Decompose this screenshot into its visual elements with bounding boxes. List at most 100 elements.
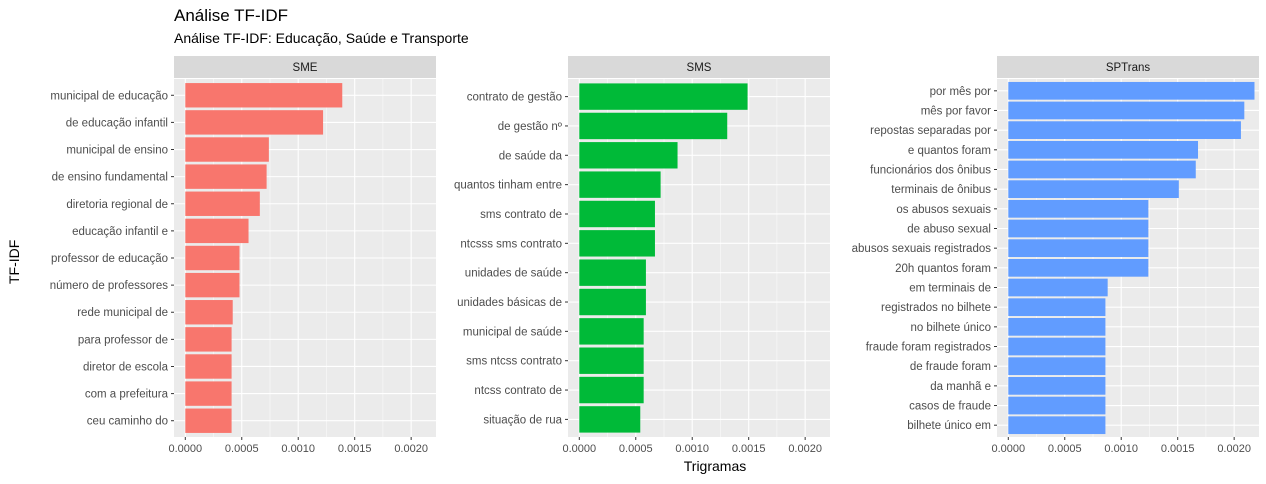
y-tick-label: em terminais de: [909, 283, 991, 295]
y-tick-label: e quantos foram: [908, 145, 991, 157]
x-tick-label: 0.0010: [281, 443, 315, 455]
x-tick-label: 0.0020: [1217, 443, 1251, 455]
y-tick-label: municipal de educação: [50, 90, 168, 102]
y-tick-label: os abusos sexuais: [896, 204, 991, 216]
y-tick-label: funcionários dos ônibus: [870, 164, 991, 176]
bar: [1008, 258, 1149, 277]
bar: [1008, 298, 1106, 317]
y-tick-label: educação infantil e: [72, 226, 168, 238]
facet-strip-label: SME: [293, 62, 318, 74]
x-tick-label: 0.0015: [1161, 443, 1195, 455]
bar: [1008, 337, 1106, 356]
bar: [1008, 180, 1179, 199]
bar: [185, 164, 267, 189]
bar: [1008, 199, 1149, 218]
bar: [579, 318, 644, 345]
bar: [579, 230, 655, 257]
y-tick-label: número de professores: [50, 280, 169, 292]
bar: [1008, 377, 1106, 395]
y-tick-label: no bilhete único: [910, 322, 991, 334]
y-tick-label: da manhã e: [930, 381, 991, 393]
y-tick-label: por mês por: [930, 86, 992, 98]
y-tick-label: ntcss contrato de: [474, 385, 562, 397]
y-tick-label: diretoria regional de: [66, 199, 168, 211]
bar: [1008, 160, 1196, 179]
facet-strip: [174, 56, 436, 78]
bar: [185, 300, 233, 325]
y-tick-label: casos de fraude: [909, 401, 991, 413]
x-tick-label: 0.0015: [732, 443, 766, 455]
x-tick-label: 0.0005: [225, 443, 259, 455]
y-tick-label: diretor de escola: [83, 361, 169, 373]
y-tick-label: unidades de saúde: [465, 268, 562, 280]
x-tick-label: 0.0010: [675, 443, 709, 455]
bar: [1008, 121, 1241, 139]
bar: [1008, 317, 1106, 336]
bar: [579, 347, 644, 374]
y-tick-label: mês por favor: [921, 105, 991, 117]
bar: [1008, 140, 1199, 159]
bar: [185, 191, 260, 216]
bar: [579, 376, 644, 404]
x-tick-label: 0.0000: [168, 443, 202, 455]
chart-title: Análise TF-IDF: [174, 6, 288, 25]
y-tick-label: de abuso sexual: [907, 223, 991, 235]
bar: [1008, 219, 1149, 238]
x-axis-label: Trigramas: [683, 458, 747, 474]
chart-subtitle: Análise TF-IDF: Educação, Saúde e Transp…: [174, 30, 469, 46]
y-tick-label: rede municipal de: [77, 307, 168, 319]
bar: [579, 288, 646, 316]
bar: [185, 218, 249, 244]
x-tick-label: 0.0015: [338, 443, 372, 455]
bar: [579, 259, 646, 286]
y-tick-label: abusos sexuais registrados: [852, 243, 992, 255]
y-tick-label: terminais de ônibus: [891, 184, 991, 196]
bar: [1008, 357, 1106, 376]
x-tick-label: 0.0020: [788, 443, 822, 455]
y-tick-label: municipal de saúde: [463, 326, 562, 338]
bar: [185, 381, 232, 406]
bar: [185, 408, 232, 433]
y-tick-label: quantos tinham entre: [454, 180, 562, 192]
y-tick-label: professor de educação: [51, 253, 168, 265]
facet-panel-sptrans: SPTrans 0.0000 0.0005 0.0010 0.0015 0.0020 por…: [852, 56, 1259, 455]
bar: [579, 83, 748, 110]
y-tick-label: fraude foram registrados: [866, 342, 992, 354]
y-tick-label: contrato de gestão: [467, 92, 562, 104]
bar: [185, 83, 343, 108]
y-tick-label: de educação infantil: [66, 117, 168, 129]
y-tick-label: situação de rua: [483, 414, 562, 426]
bar: [1008, 239, 1149, 258]
bar: [185, 354, 232, 379]
y-tick-label: de saúde da: [499, 150, 563, 162]
bar: [1008, 416, 1106, 435]
x-tick-label: 0.0020: [394, 443, 428, 455]
y-tick-label: com a prefeitura: [85, 389, 169, 401]
x-tick-label: 0.0000: [562, 443, 596, 455]
bar: [1008, 278, 1108, 297]
y-tick-label: de gestão nº: [498, 121, 563, 133]
y-tick-label: ntcsss sms contrato: [460, 238, 562, 250]
facet-panel-sme: SME 0.0000 0.0005 0.0010 0.0015 0.0020 municip…: [50, 56, 436, 455]
y-tick-label: unidades básicas de: [457, 297, 562, 309]
bar: [185, 110, 324, 135]
facet-panel-sms: SMS 0.0000 0.0005 0.0010 0.0015 0.0020 contrat…: [454, 56, 830, 455]
bar: [579, 406, 641, 433]
facet-strip: [997, 56, 1259, 78]
y-tick-label: para professor de: [78, 334, 168, 346]
bar: [185, 272, 240, 298]
bar: [579, 112, 728, 140]
y-tick-label: repostas separadas por: [870, 125, 991, 137]
facet-strip-label: SPTrans: [1106, 62, 1151, 74]
facet-strip: [568, 56, 830, 78]
y-tick-label: municipal de ensino: [66, 145, 168, 157]
y-tick-label: ceu caminho do: [87, 416, 168, 428]
bar: [1008, 101, 1245, 120]
y-tick-label: 20h quantos foram: [895, 263, 991, 275]
y-tick-label: sms ntcss contrato: [466, 356, 562, 368]
bar: [579, 171, 661, 198]
y-tick-label: de fraude foram: [910, 361, 991, 373]
bar: [185, 327, 232, 352]
bar: [1008, 396, 1106, 415]
